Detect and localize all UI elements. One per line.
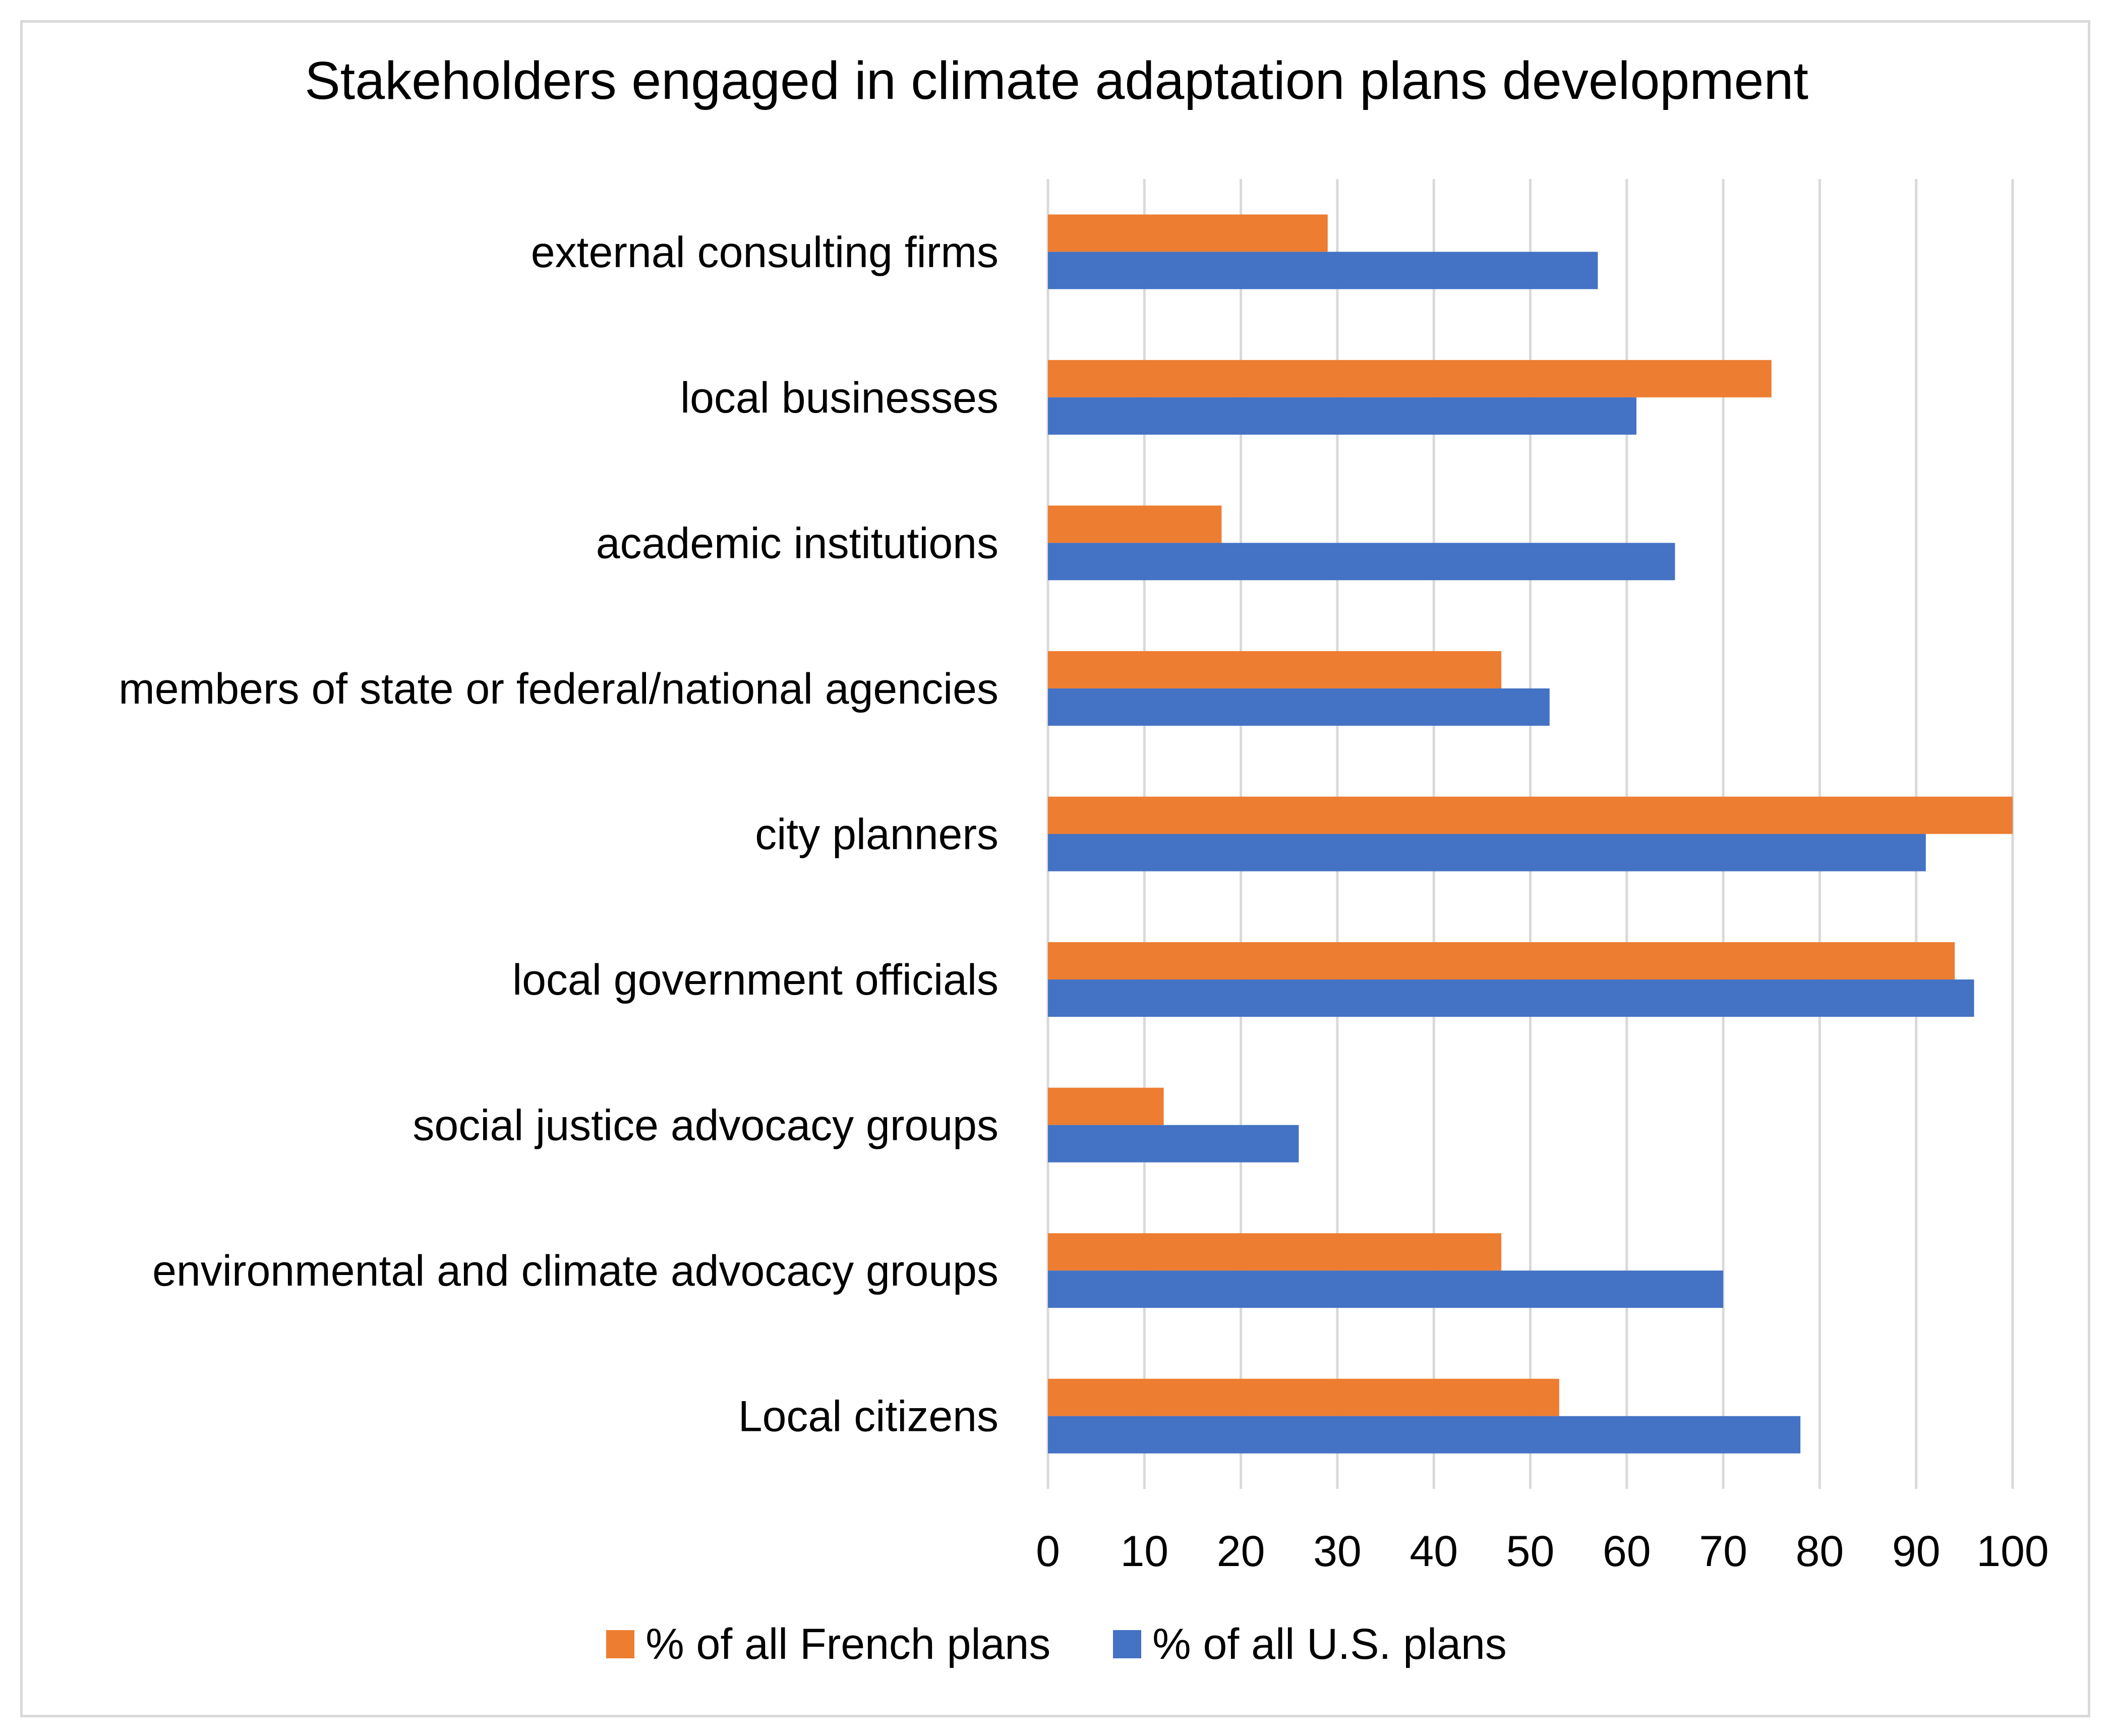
- bar-french: [1048, 505, 1222, 543]
- legend-label-french: % of all French plans: [645, 1619, 1051, 1668]
- legend-item-french: % of all French plans: [606, 1619, 1050, 1669]
- x-tick-label: 30: [1313, 1527, 1362, 1576]
- bar-french: [1048, 214, 1328, 252]
- x-tick-label: 10: [1120, 1527, 1168, 1576]
- category-label: local businesses: [680, 374, 999, 422]
- bar-us: [1048, 397, 1636, 435]
- legend-swatch-french: [606, 1630, 635, 1658]
- bar-us: [1048, 688, 1550, 726]
- x-tick-label: 50: [1506, 1527, 1555, 1576]
- category-label: environmental and climate advocacy group…: [152, 1247, 999, 1295]
- bar-us: [1048, 979, 1974, 1017]
- bar-french: [1048, 1233, 1502, 1271]
- bar-us: [1048, 834, 1926, 872]
- x-tick-label: 100: [1976, 1527, 2049, 1576]
- chart-title: Stakeholders engaged in climate adaptati…: [305, 51, 1808, 110]
- bar-french: [1048, 360, 1772, 397]
- x-tick-label: 80: [1796, 1527, 1844, 1576]
- bar-french: [1048, 651, 1502, 688]
- category-label: local government officials: [512, 956, 999, 1004]
- legend: % of all French plans % of all U.S. plan…: [0, 1619, 2113, 1669]
- legend-label-us: % of all U.S. plans: [1152, 1619, 1507, 1668]
- x-tick-label: 90: [1892, 1527, 1941, 1576]
- category-label: social justice advocacy groups: [413, 1102, 999, 1150]
- x-tick-label: 70: [1699, 1527, 1747, 1576]
- bar-us: [1048, 252, 1598, 290]
- x-tick-label: 40: [1410, 1527, 1458, 1576]
- category-label: members of state or federal/national age…: [119, 665, 999, 713]
- bar-us: [1048, 1125, 1299, 1163]
- legend-item-us: % of all U.S. plans: [1113, 1619, 1507, 1669]
- bar-us: [1048, 1270, 1724, 1308]
- category-label: academic institutions: [596, 519, 999, 567]
- bar-french: [1048, 1378, 1559, 1416]
- bar-french: [1048, 796, 2013, 834]
- category-label: city planners: [755, 811, 999, 859]
- bar-french: [1048, 942, 1955, 980]
- bar-french: [1048, 1087, 1164, 1125]
- category-label: external consulting firms: [531, 228, 999, 276]
- x-tick-label: 60: [1603, 1527, 1651, 1576]
- legend-swatch-us: [1113, 1630, 1142, 1658]
- bar-us: [1048, 1416, 1801, 1454]
- x-tick-label: 20: [1217, 1527, 1265, 1576]
- bar-us: [1048, 543, 1675, 581]
- category-label: Local citizens: [738, 1393, 999, 1441]
- x-tick-label: 0: [1036, 1527, 1060, 1576]
